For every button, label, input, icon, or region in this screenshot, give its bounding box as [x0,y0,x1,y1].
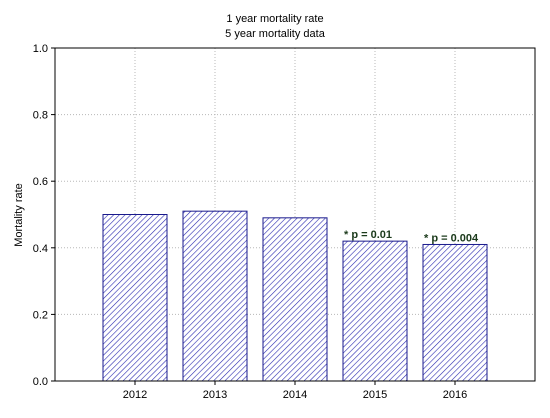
chart-subtitle: 5 year mortality data [225,28,326,40]
bar-2015 [342,240,408,382]
y-axis-ticks: 0.0 0.2 0.4 0.6 0.8 1.0 [33,43,55,388]
x-tick-label: 2015 [363,389,387,401]
chart-title: 1 year mortality rate [226,13,323,25]
bar-annotation: * p = 0.004 [424,232,479,244]
bars [102,210,488,382]
x-tick-label: 2014 [283,389,307,401]
y-tick-label: 0.2 [33,309,48,321]
bar-annotation: * p = 0.01 [344,229,392,241]
bar-2016 [422,243,488,382]
bar-2013 [182,210,248,382]
x-axis-ticks: 2012 2013 2014 2015 2016 [123,381,467,401]
y-tick-label: 0.8 [33,110,48,122]
y-tick-label: 0.0 [33,376,48,388]
x-tick-label: 2012 [123,389,147,401]
y-tick-label: 0.6 [33,176,48,188]
y-axis-label: Mortality rate [13,183,25,247]
annotations: * p = 0.01 * p = 0.004 [344,229,479,244]
y-tick-label: 0.4 [33,243,48,255]
x-tick-label: 2013 [203,389,227,401]
bar-2012 [102,214,168,382]
bar-2014 [262,217,328,382]
x-tick-label: 2016 [443,389,467,401]
y-tick-label: 1.0 [33,43,48,55]
